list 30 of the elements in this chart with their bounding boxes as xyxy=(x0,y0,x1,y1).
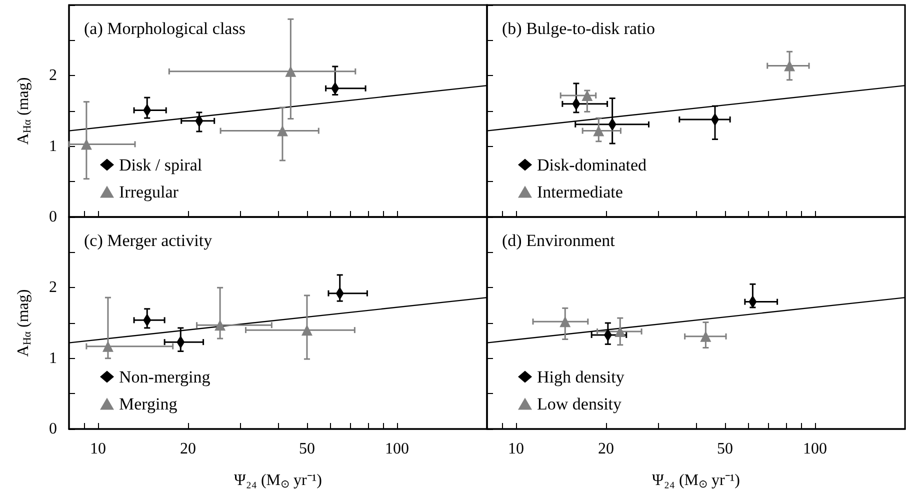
x-axis-title: Ψ₂₄ (M⊙ yr⁻¹) xyxy=(234,472,322,490)
legend-label: Non-merging xyxy=(119,367,211,386)
x-axis-title: Ψ₂₄ (M⊙ yr⁻¹) xyxy=(652,472,740,490)
y-tick-label: 0 xyxy=(49,208,57,226)
legend-label: Irregular xyxy=(119,182,179,202)
legend-label: Low density xyxy=(537,394,622,414)
legend-label: Intermediate xyxy=(537,182,623,202)
y-tick-label: 2 xyxy=(49,279,57,296)
y-tick-label: 0 xyxy=(49,420,57,438)
y-tick-label: 1 xyxy=(49,350,57,367)
x-tick-label: 100 xyxy=(802,440,827,458)
x-tick-label: 10 xyxy=(90,440,106,458)
x-tick-label: 20 xyxy=(598,440,614,458)
y-tick-label: 1 xyxy=(49,138,57,155)
legend-label: Disk / spiral xyxy=(119,155,202,174)
y-tick-label: 2 xyxy=(49,67,57,84)
y-axis-title: AHα (mag) xyxy=(15,77,34,145)
text: (c) Merger activity xyxy=(84,231,213,250)
x-tick-label: 100 xyxy=(384,440,409,458)
x-tick-label: 50 xyxy=(298,440,315,458)
x-tick-label: 10 xyxy=(508,440,524,458)
legend-label: High density xyxy=(537,367,625,386)
legend-label: Disk-dominated xyxy=(537,155,648,174)
x-tick-label: 20 xyxy=(180,440,196,458)
legend-label: Merging xyxy=(119,394,178,414)
text: (b) Bulge-to-disk ratio xyxy=(502,19,655,38)
y-axis-title: AHα (mag) xyxy=(15,289,34,357)
text: (a) Morphological class xyxy=(84,19,246,38)
text: (d) Environment xyxy=(502,231,616,250)
x-tick-label: 50 xyxy=(716,440,733,458)
